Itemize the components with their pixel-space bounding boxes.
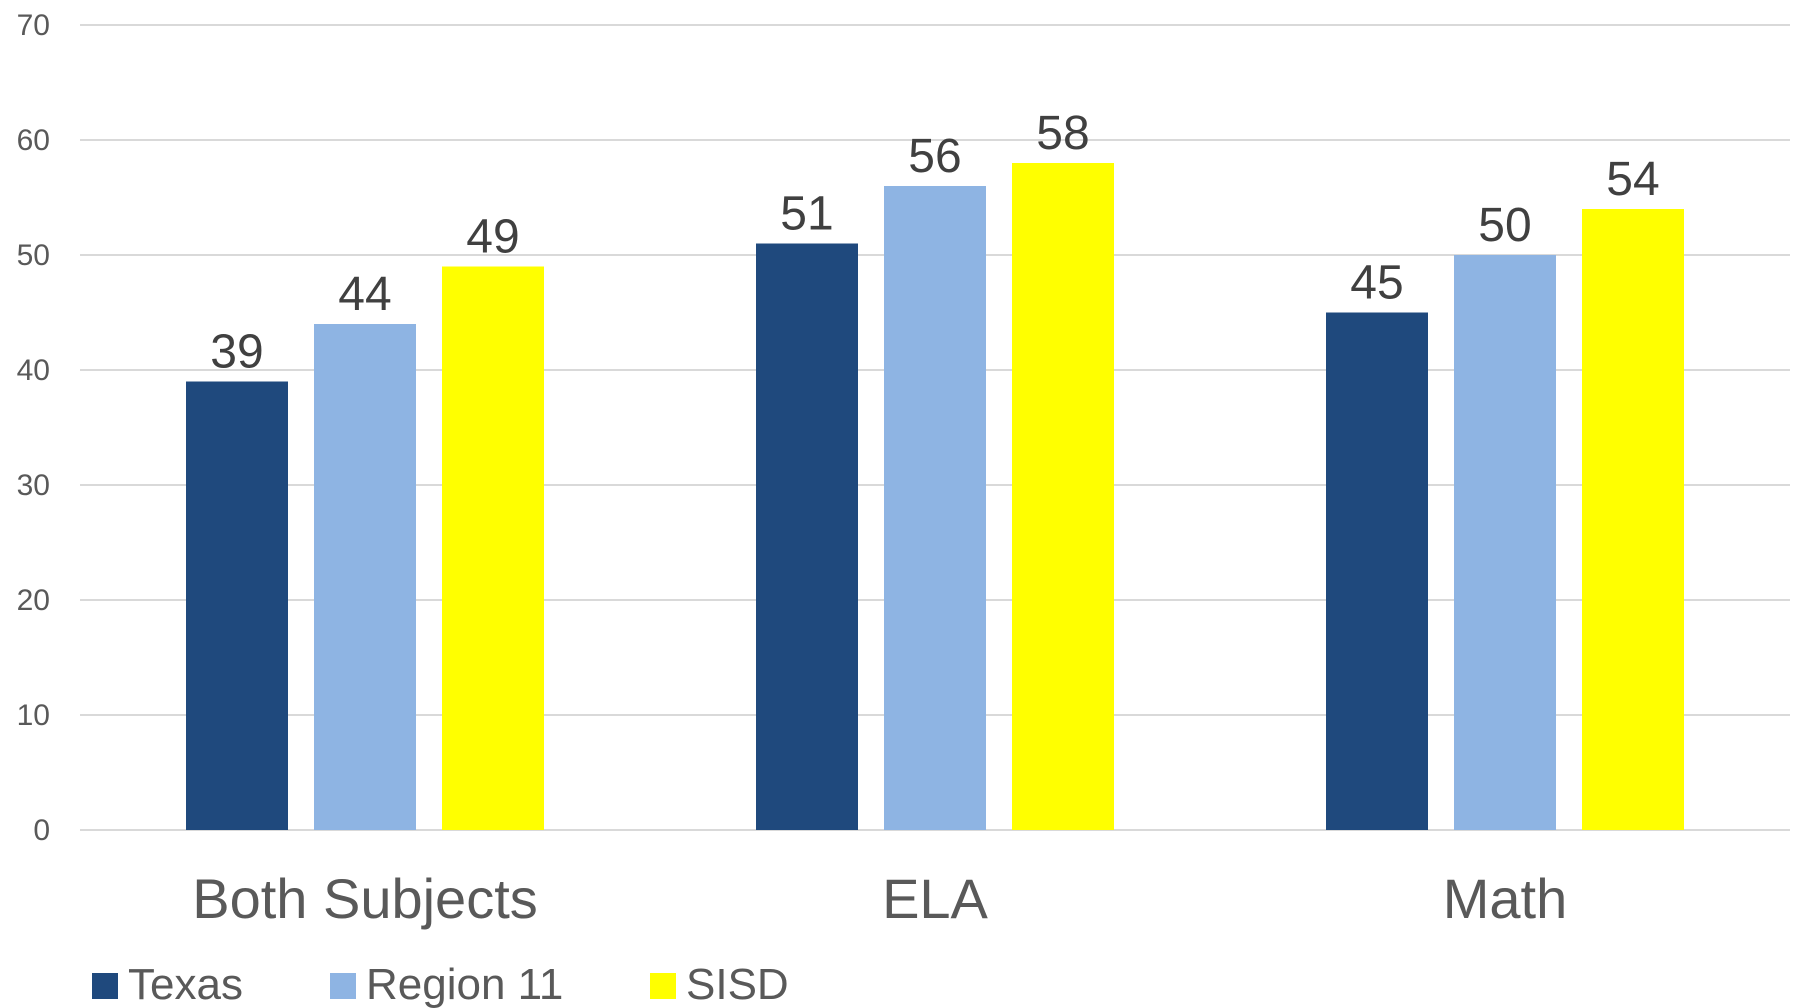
bar-sisd xyxy=(442,266,544,830)
data-label: 51 xyxy=(780,188,833,241)
data-label: 56 xyxy=(908,130,961,183)
bar-texas xyxy=(186,381,288,830)
bar-texas xyxy=(756,243,858,830)
data-label: 54 xyxy=(1606,153,1659,206)
bars xyxy=(186,163,1684,830)
legend: Texas Region 11 SISD xyxy=(92,960,789,1008)
data-label: 44 xyxy=(338,268,391,321)
x-category-label: Both Subjects xyxy=(192,867,538,930)
legend-swatch xyxy=(330,973,356,999)
x-category-label: ELA xyxy=(882,867,988,930)
y-tick-label: 70 xyxy=(17,9,50,42)
data-label: 58 xyxy=(1036,107,1089,160)
y-tick-label: 20 xyxy=(17,584,50,617)
bar-texas xyxy=(1326,312,1428,830)
legend-item-texas: Texas xyxy=(92,960,243,1008)
legend-label: Texas xyxy=(128,960,243,1008)
legend-item-sisd: SISD xyxy=(650,960,789,1008)
legend-label: SISD xyxy=(686,960,789,1008)
data-label: 49 xyxy=(466,211,519,264)
y-tick-label: 50 xyxy=(17,239,50,272)
bar-region-11 xyxy=(884,186,986,830)
legend-item-region-11: Region 11 xyxy=(330,960,563,1008)
y-tick-label: 0 xyxy=(33,814,50,847)
bar-sisd xyxy=(1012,163,1114,830)
x-category-label: Math xyxy=(1443,867,1568,930)
data-label: 45 xyxy=(1350,257,1403,310)
data-labels: 39 44 49 51 56 58 45 50 54 xyxy=(210,107,1659,379)
bar-region-11 xyxy=(314,324,416,830)
x-axis-category-labels: Both Subjects ELA Math xyxy=(192,867,1567,930)
bar-region-11 xyxy=(1454,255,1556,830)
legend-swatch xyxy=(650,973,676,999)
legend-swatch xyxy=(92,973,118,999)
data-label: 39 xyxy=(210,326,263,379)
y-tick-label: 40 xyxy=(17,354,50,387)
legend-label: Region 11 xyxy=(366,960,563,1008)
data-label: 50 xyxy=(1478,199,1531,252)
bar-sisd xyxy=(1582,209,1684,830)
y-tick-label: 10 xyxy=(17,699,50,732)
y-axis-tick-labels: 0 10 20 30 40 50 60 70 xyxy=(17,9,50,847)
y-tick-label: 30 xyxy=(17,469,50,502)
y-tick-label: 60 xyxy=(17,124,50,157)
